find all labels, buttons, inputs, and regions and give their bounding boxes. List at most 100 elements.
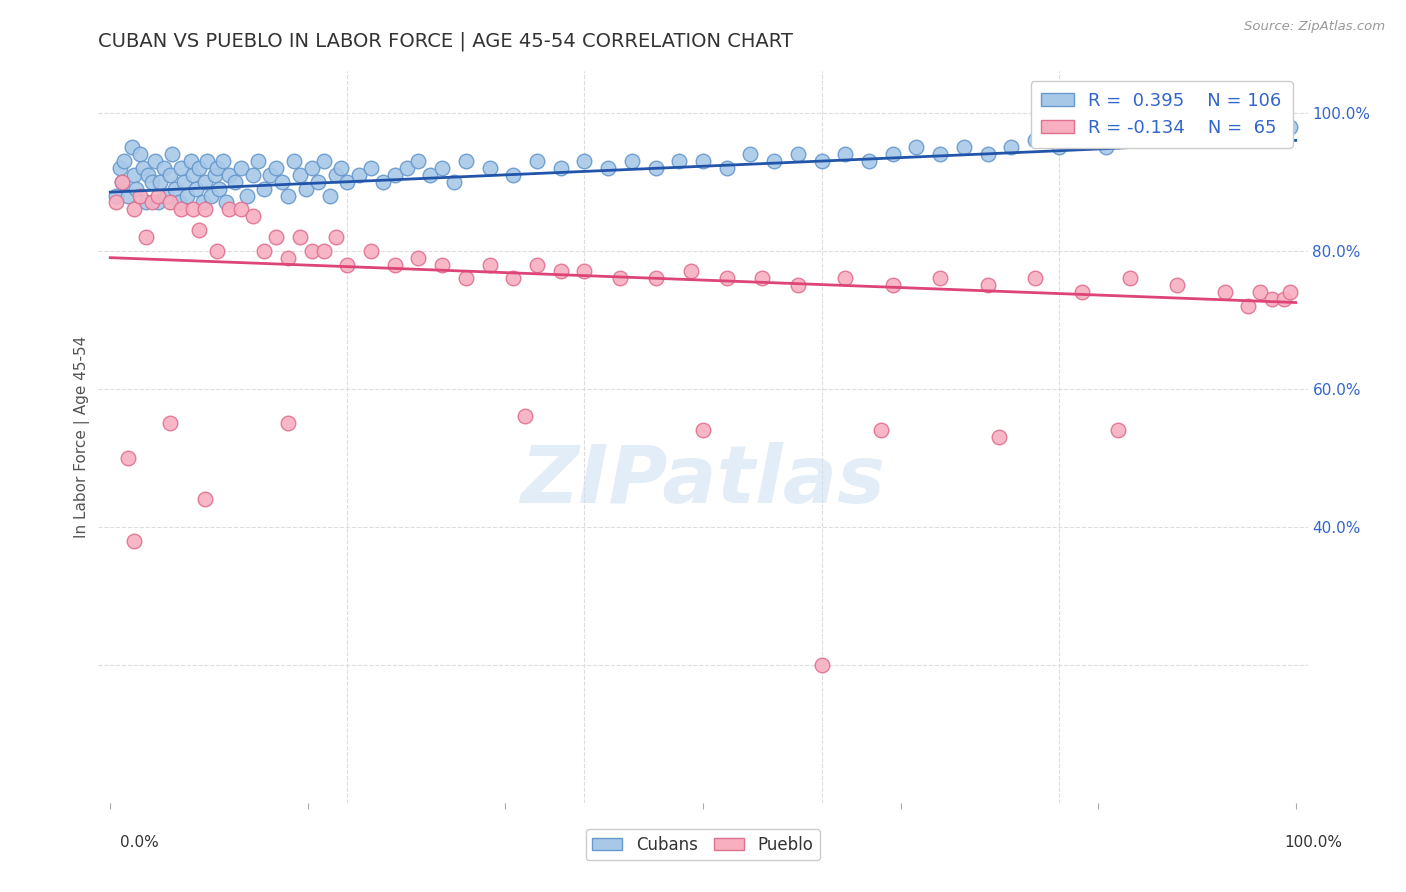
Point — [205, 161, 228, 175]
Point — [1213, 285, 1236, 300]
Point — [644, 161, 666, 175]
Point — [259, 168, 281, 182]
Point — [336, 258, 359, 272]
Point — [253, 182, 276, 196]
Point — [117, 450, 139, 465]
Point — [132, 161, 155, 175]
Point — [751, 271, 773, 285]
Point — [122, 168, 145, 182]
Point — [1024, 133, 1046, 147]
Point — [478, 161, 501, 175]
Point — [170, 161, 193, 175]
Point — [200, 188, 222, 202]
Point — [180, 154, 202, 169]
Point — [318, 188, 340, 202]
Point — [141, 175, 163, 189]
Point — [188, 223, 211, 237]
Point — [204, 168, 226, 182]
Point — [105, 188, 128, 202]
Point — [550, 264, 572, 278]
Point — [105, 195, 128, 210]
Point — [1071, 285, 1094, 300]
Point — [1119, 271, 1142, 285]
Point — [929, 147, 952, 161]
Point — [271, 175, 294, 189]
Point — [763, 154, 786, 169]
Point — [1249, 133, 1271, 147]
Point — [111, 175, 134, 189]
Point — [129, 188, 152, 202]
Point — [191, 195, 214, 210]
Point — [301, 244, 323, 258]
Point — [295, 182, 318, 196]
Point — [395, 161, 418, 175]
Point — [716, 161, 738, 175]
Point — [235, 188, 257, 202]
Point — [121, 140, 143, 154]
Y-axis label: In Labor Force | Age 45-54: In Labor Force | Age 45-54 — [75, 336, 90, 538]
Point — [384, 168, 406, 182]
Point — [125, 182, 148, 196]
Point — [1166, 133, 1188, 147]
Point — [515, 409, 537, 424]
Point — [136, 168, 159, 182]
Point — [1107, 423, 1129, 437]
Point — [215, 195, 238, 210]
Point — [609, 271, 631, 285]
Text: 100.0%: 100.0% — [1285, 836, 1343, 850]
Point — [502, 271, 524, 285]
Point — [1213, 133, 1236, 147]
Point — [330, 161, 353, 175]
Point — [283, 154, 305, 169]
Point — [218, 168, 240, 182]
Point — [141, 195, 163, 210]
Text: Source: ZipAtlas.com: Source: ZipAtlas.com — [1244, 20, 1385, 33]
Point — [882, 278, 904, 293]
Point — [170, 202, 193, 217]
Point — [834, 271, 856, 285]
Point — [1249, 285, 1271, 300]
Point — [681, 264, 703, 278]
Point — [160, 147, 183, 161]
Point — [692, 423, 714, 437]
Point — [111, 175, 134, 189]
Point — [312, 244, 335, 258]
Point — [181, 168, 204, 182]
Point — [360, 244, 382, 258]
Point — [1142, 127, 1164, 141]
Point — [384, 258, 406, 272]
Text: CUBAN VS PUEBLO IN LABOR FORCE | AGE 45-54 CORRELATION CHART: CUBAN VS PUEBLO IN LABOR FORCE | AGE 45-… — [98, 31, 793, 51]
Point — [159, 168, 181, 182]
Text: ZIPatlas: ZIPatlas — [520, 442, 886, 520]
Point — [188, 161, 211, 175]
Point — [165, 182, 187, 196]
Point — [167, 195, 190, 210]
Point — [347, 168, 370, 182]
Point — [135, 230, 157, 244]
Point — [976, 278, 998, 293]
Point — [117, 188, 139, 202]
Point — [1189, 127, 1212, 141]
Point — [882, 147, 904, 161]
Point — [277, 188, 299, 202]
Point — [432, 258, 454, 272]
Point — [1095, 140, 1118, 154]
Legend: Cubans, Pueblo: Cubans, Pueblo — [586, 829, 820, 860]
Point — [197, 154, 219, 169]
Point — [146, 195, 169, 210]
Point — [129, 147, 152, 161]
Point — [149, 175, 172, 189]
Point — [229, 161, 252, 175]
Point — [307, 175, 329, 189]
Point — [288, 168, 311, 182]
Point — [325, 168, 347, 182]
Point — [786, 278, 808, 293]
Point — [976, 147, 998, 161]
Point — [108, 161, 131, 175]
Point — [242, 209, 264, 223]
Point — [834, 147, 856, 161]
Point — [218, 202, 240, 217]
Point — [620, 154, 643, 169]
Point — [194, 492, 217, 507]
Point — [574, 264, 596, 278]
